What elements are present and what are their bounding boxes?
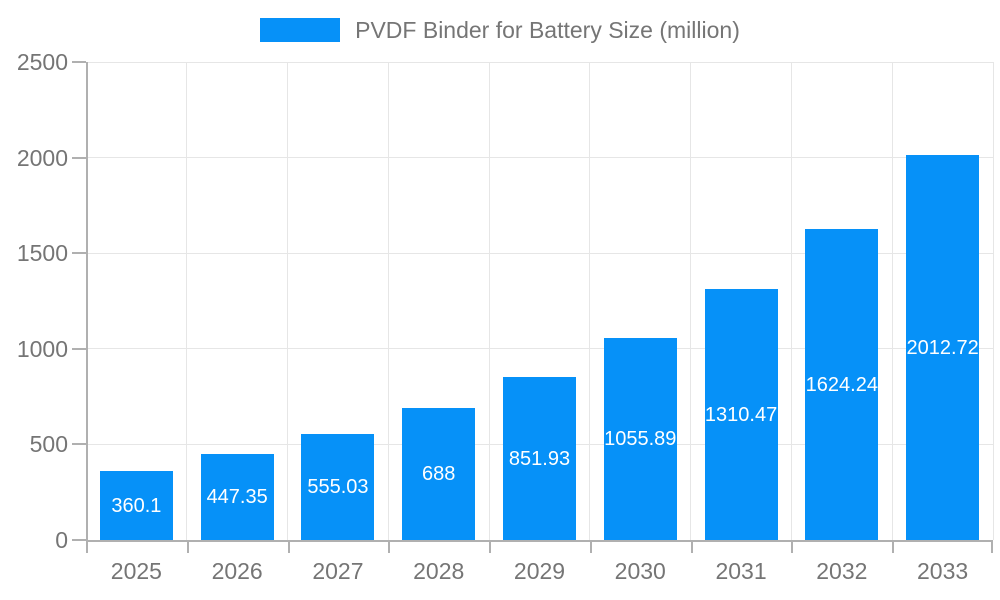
gridline-horizontal	[86, 61, 993, 63]
bar-2026[interactable]	[200, 454, 274, 540]
gridline-vertical	[790, 62, 792, 540]
bar-2029[interactable]	[503, 377, 576, 540]
y-axis-tick	[72, 443, 86, 446]
bar-2025[interactable]	[99, 471, 173, 540]
y-axis-labels: 0 500 1000 1500 2000 2500	[0, 49, 72, 553]
y-tick-label: 1000	[16, 335, 68, 362]
bar-2030[interactable]	[603, 338, 677, 540]
gridline-horizontal	[86, 348, 993, 350]
y-axis-tick	[72, 539, 86, 541]
gridline-horizontal	[86, 157, 993, 159]
x-axis-tick	[287, 540, 290, 553]
bar-2027[interactable]	[301, 433, 375, 540]
x-axis-labels: 2025 2026 2027 2028 2029 2030 2031 2032 2033	[86, 556, 993, 590]
legend-swatch	[260, 18, 341, 42]
gridline-vertical	[387, 62, 389, 540]
chart-title: PVDF Binder for Battery Size (million)	[355, 16, 740, 43]
x-tick-label: 2031	[715, 558, 767, 584]
y-axis-tick	[72, 61, 86, 63]
x-tick-label: 2026	[211, 558, 263, 584]
y-tick-label: 1500	[16, 240, 68, 267]
plot-area: 360.1 447.35 555.03 688 851.93 1055.89 1310.47…	[72, 61, 994, 553]
x-axis-tick	[489, 540, 492, 553]
legend[interactable]: PVDF Binder for Battery Size (million)	[0, 14, 1000, 46]
x-tick-label: 2030	[614, 558, 666, 584]
x-axis-tick	[186, 540, 189, 553]
x-axis-tick	[991, 540, 993, 553]
x-axis-tick	[791, 540, 794, 553]
bar-2028[interactable]	[402, 408, 476, 540]
x-tick-label: 2025	[110, 558, 162, 584]
y-tick-label: 2000	[16, 144, 68, 171]
y-tick-label: 2500	[16, 49, 68, 75]
x-tick-label: 2033	[917, 558, 969, 584]
x-axis-tick	[86, 540, 88, 553]
bar-2033[interactable]	[906, 155, 980, 540]
gridline-vertical	[488, 62, 490, 540]
gridline-vertical	[186, 62, 188, 540]
bar-2031[interactable]	[704, 289, 778, 540]
y-axis-tick	[72, 156, 86, 159]
y-tick-label: 0	[55, 527, 68, 553]
x-tick-label: 2027	[312, 558, 364, 584]
y-tick-label: 500	[29, 431, 68, 458]
gridline-vertical	[589, 62, 591, 540]
x-axis-tick	[388, 540, 391, 553]
x-tick-label: 2029	[513, 558, 566, 584]
x-axis-tick	[892, 540, 895, 553]
y-axis-line	[86, 62, 88, 542]
y-axis-tick	[72, 347, 86, 350]
x-tick-label: 2032	[816, 558, 868, 584]
gridline-vertical	[690, 62, 692, 540]
gridline-horizontal	[86, 252, 993, 254]
gridline-vertical	[287, 62, 289, 540]
x-tick-label: 2028	[413, 558, 465, 584]
x-axis-tick	[690, 540, 693, 553]
x-axis-tick	[589, 540, 592, 553]
x-axis-baseline	[86, 540, 993, 542]
bar-2032[interactable]	[805, 229, 879, 540]
y-axis-tick	[72, 252, 86, 255]
gridline-vertical	[992, 62, 994, 540]
gridline-vertical	[891, 62, 893, 540]
